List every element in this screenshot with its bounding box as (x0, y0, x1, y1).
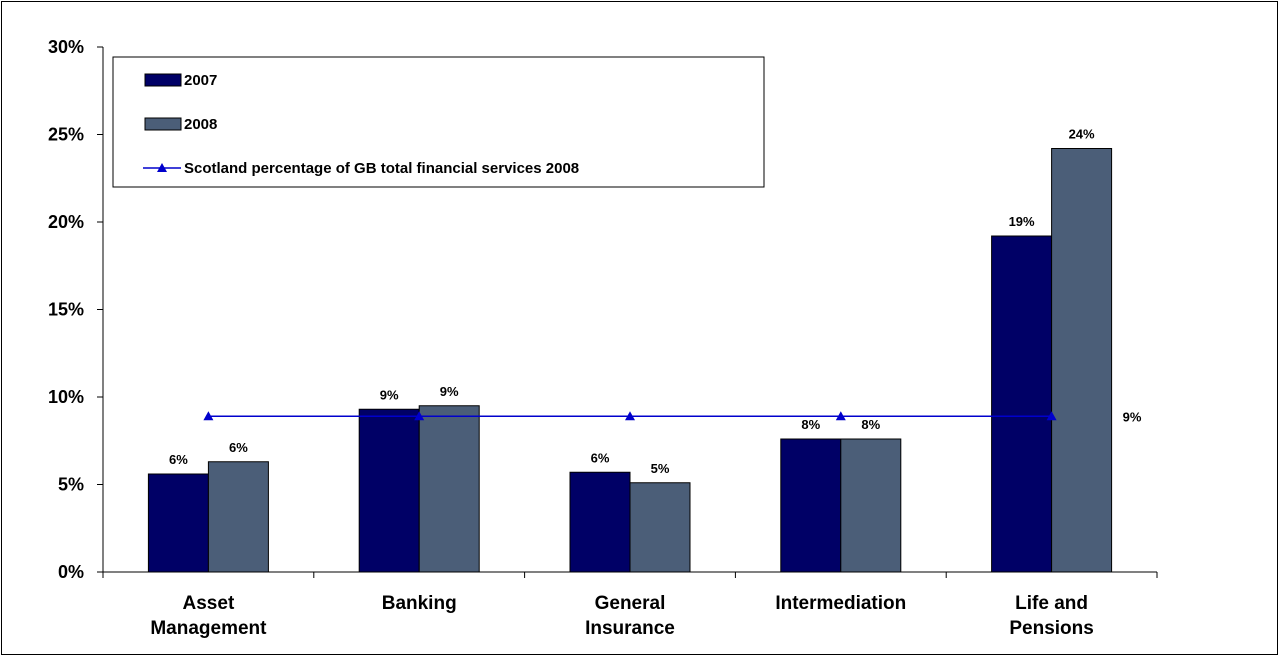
x-category-label: Asset (183, 593, 235, 614)
bar-2008 (418, 405, 480, 573)
x-category-label: Pensions (1009, 618, 1093, 639)
data-label-2008: 9% (440, 384, 459, 399)
data-label-2007: 9% (380, 387, 399, 402)
bar-2008 (1051, 148, 1113, 573)
data-label-2008: 24% (1069, 127, 1095, 142)
data-label-2008: 5% (651, 461, 670, 476)
data-label-2007: 8% (801, 417, 820, 432)
bar-2007 (358, 408, 420, 573)
legend-marker (157, 163, 167, 172)
y-tick-label: 20% (48, 212, 84, 232)
line-marker (203, 411, 214, 421)
bars: 6% 9% 6% 8% 19% 6% 9% 5% 8% 24% (147, 127, 1113, 573)
x-category-label: Banking (382, 593, 457, 614)
data-label-2007: 6% (169, 452, 188, 467)
x-category-label: Life and (1015, 593, 1088, 614)
legend-label: 2007 (184, 72, 217, 89)
data-label-2008: 8% (861, 417, 880, 432)
bar-2008 (207, 461, 269, 573)
legend: 2007 2008 Scotland percentage of GB total … (112, 56, 765, 188)
data-label-2008: 6% (229, 440, 248, 455)
y-tick-label: 30% (48, 37, 84, 57)
axes: 0% 5% 10% 15% 20% 25% 30% Asset Management Bankin… (48, 37, 1158, 639)
bar-2007 (569, 471, 631, 573)
line-marker (625, 411, 635, 421)
bar-2008 (629, 482, 691, 573)
y-tick-label: 0% (58, 562, 84, 582)
x-category-label: Insurance (585, 618, 675, 639)
y-tick-label: 5% (58, 475, 84, 495)
y-tick-label: 15% (48, 300, 84, 320)
line-end-label: 9% (1123, 409, 1142, 424)
legend-label: Scotland percentage of GB total financia… (184, 160, 579, 177)
x-category-label: Intermediation (775, 593, 906, 614)
x-category-label: General (595, 593, 666, 614)
bar-2008 (840, 438, 902, 573)
legend-label: 2008 (184, 116, 217, 133)
legend-box (112, 56, 765, 188)
data-label-2007: 19% (1009, 214, 1035, 229)
line-marker (414, 411, 425, 421)
legend-swatch (144, 73, 182, 87)
bar-2007 (780, 438, 842, 573)
legend-swatch (144, 117, 182, 131)
y-tick-label: 10% (48, 387, 84, 407)
bar-2007 (991, 235, 1053, 573)
y-tick-label: 25% (48, 125, 84, 145)
line-marker (1046, 411, 1057, 421)
bar-2007 (147, 473, 209, 573)
data-label-2007: 6% (591, 450, 610, 465)
line-series: 9% (203, 409, 1142, 424)
line-marker (835, 411, 846, 421)
x-category-label: Management (150, 618, 267, 639)
